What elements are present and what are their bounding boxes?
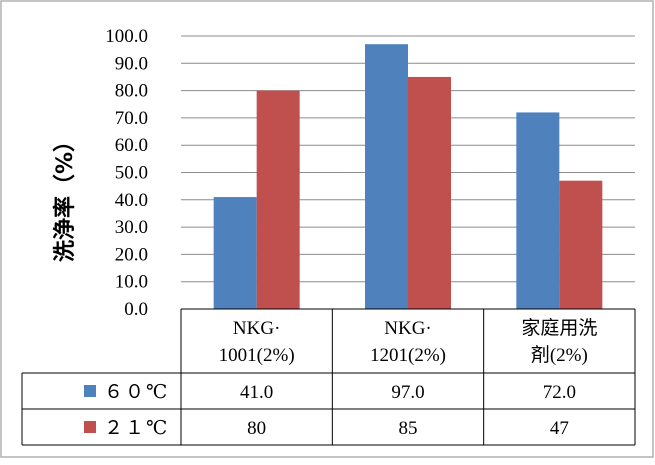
data-label: 47 xyxy=(550,418,569,439)
bars xyxy=(213,44,603,309)
legend-label: ６０℃ xyxy=(104,382,169,403)
y-tick-label: 20.0 xyxy=(115,244,148,265)
y-tick-label: 10.0 xyxy=(115,272,148,293)
legend-label: ２１℃ xyxy=(104,418,169,439)
y-axis-label: 洗浄率（%） xyxy=(52,130,78,262)
bar xyxy=(516,112,560,309)
bar xyxy=(256,90,300,309)
category-label: 剤(2%) xyxy=(531,344,588,366)
y-tick-label: 40.0 xyxy=(115,190,148,211)
bar xyxy=(213,197,257,309)
category-label: 1201(2%) xyxy=(370,345,446,366)
y-tick-label: 0.0 xyxy=(124,299,148,320)
y-tick-label: 80.0 xyxy=(115,81,148,102)
y-tick-label: 90.0 xyxy=(115,53,148,74)
category-label: NKG· xyxy=(384,318,432,339)
y-tick-label: 30.0 xyxy=(115,217,148,238)
data-label: 80 xyxy=(247,418,266,439)
data-label: 85 xyxy=(399,418,418,439)
y-tick-label: 60.0 xyxy=(115,135,148,156)
data-label: 97.0 xyxy=(391,382,424,403)
category-label: 1001(2%) xyxy=(219,345,295,366)
y-tick-label: 70.0 xyxy=(115,108,148,129)
category-label: 家庭用洗 xyxy=(521,317,597,339)
bar xyxy=(408,76,451,309)
y-axis-ticks: 0.0 10.0 20.0 30.0 40.0 50.0 60.0 70.0 80.0 90.0 1… xyxy=(105,26,148,320)
legend-swatch xyxy=(84,421,96,433)
data-label: 72.0 xyxy=(543,382,576,403)
legend-swatch xyxy=(84,385,96,397)
y-tick-label: 50.0 xyxy=(115,163,148,184)
bar xyxy=(559,180,603,309)
y-tick-label: 100.0 xyxy=(105,26,148,47)
bar xyxy=(365,44,408,309)
category-label: NKG· xyxy=(233,318,281,339)
data-label: 41.0 xyxy=(240,382,273,403)
